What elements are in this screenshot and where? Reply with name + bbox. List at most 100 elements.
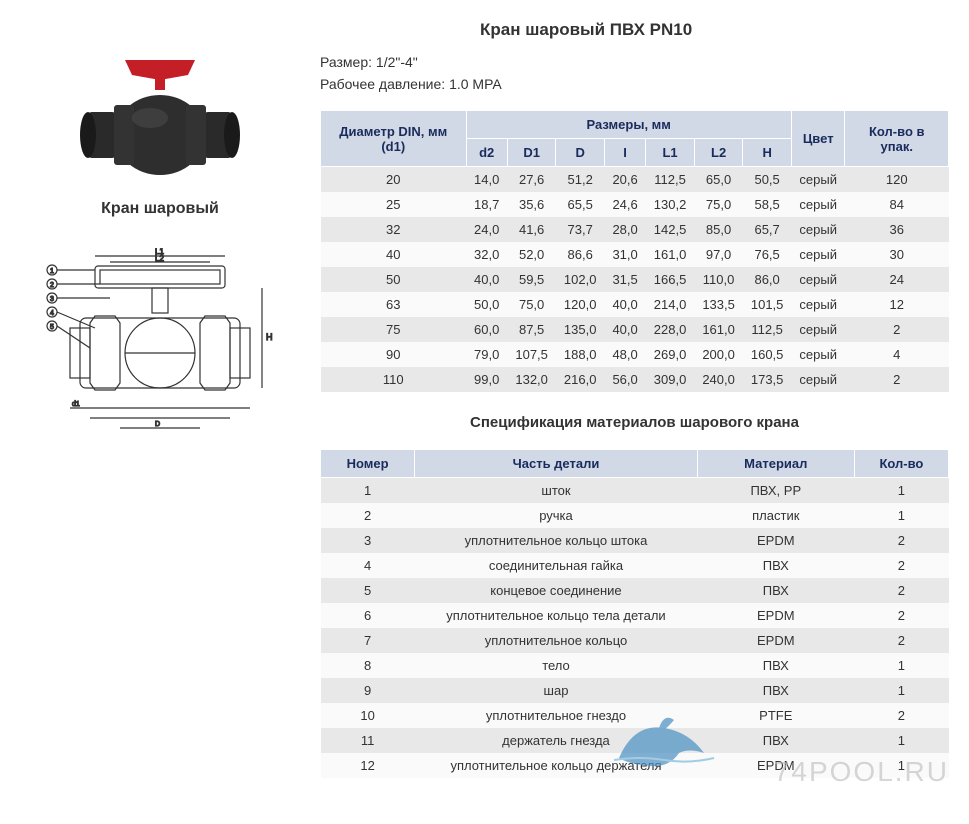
- product-image: [70, 40, 250, 190]
- th-sub: D1: [507, 139, 556, 167]
- cell: уплотнительное кольцо держателя: [415, 753, 698, 778]
- cell: 173,5: [743, 367, 792, 392]
- table-row: 2ручкапластик1: [321, 503, 949, 528]
- cell: ПВХ: [697, 678, 854, 703]
- cell: EPDM: [697, 603, 854, 628]
- cell: 10: [321, 703, 415, 728]
- cell: ручка: [415, 503, 698, 528]
- cell: 86,0: [743, 267, 792, 292]
- cell: 7: [321, 628, 415, 653]
- cell: 36: [845, 217, 949, 242]
- th-sub: d2: [466, 139, 507, 167]
- cell: шток: [415, 478, 698, 504]
- cell: 161,0: [646, 242, 695, 267]
- cell: 24: [845, 267, 949, 292]
- cell: 1: [854, 478, 948, 504]
- cell: 65,7: [743, 217, 792, 242]
- cell: 240,0: [694, 367, 743, 392]
- cell: 1: [854, 503, 948, 528]
- svg-text:1: 1: [50, 268, 54, 275]
- svg-text:3: 3: [50, 296, 54, 303]
- table-row: 10уплотнительное гнездоPTFE2: [321, 703, 949, 728]
- size-value: 1/2"-4": [376, 54, 418, 70]
- cell: 48,0: [604, 342, 645, 367]
- cell: серый: [791, 192, 845, 217]
- cell: 59,5: [507, 267, 556, 292]
- cell: 99,0: [466, 367, 507, 392]
- cell: EPDM: [697, 628, 854, 653]
- cell: 2: [854, 703, 948, 728]
- cell: 107,5: [507, 342, 556, 367]
- table-row: 1штокПВХ, РР1: [321, 478, 949, 504]
- cell: 228,0: [646, 317, 695, 342]
- cell: 65,5: [556, 192, 605, 217]
- size-spec: Размер: 1/2"-4": [320, 54, 949, 70]
- page-title: Кран шаровый ПВХ PN10: [480, 20, 949, 40]
- cell: 11: [321, 728, 415, 753]
- cell: 2: [854, 553, 948, 578]
- cell: 133,5: [694, 292, 743, 317]
- th-sub: H: [743, 139, 792, 167]
- cell: 6: [321, 603, 415, 628]
- th: Кол-во: [854, 450, 948, 478]
- cell: ПВХ: [697, 578, 854, 603]
- cell: 1: [854, 728, 948, 753]
- cell: 120: [845, 167, 949, 193]
- table-row: 3224,041,673,728,0142,585,065,7серый36: [321, 217, 949, 242]
- cell: 41,6: [507, 217, 556, 242]
- cell: 40: [321, 242, 467, 267]
- cell: ПВХ: [697, 653, 854, 678]
- cell: шар: [415, 678, 698, 703]
- cell: 75: [321, 317, 467, 342]
- cell: тело: [415, 653, 698, 678]
- cell: ПВХ: [697, 728, 854, 753]
- pressure-spec: Рабочее давление: 1.0 MPA: [320, 76, 949, 92]
- th-sub: L1: [646, 139, 695, 167]
- cell: 4: [845, 342, 949, 367]
- cell: 2: [845, 317, 949, 342]
- cell: 50: [321, 267, 467, 292]
- cell: 85,0: [694, 217, 743, 242]
- cell: концевое соединение: [415, 578, 698, 603]
- cell: 20: [321, 167, 467, 193]
- table-row: 12уплотнительное кольцо держателяEPDM1: [321, 753, 949, 778]
- cell: 60,0: [466, 317, 507, 342]
- cell: 130,2: [646, 192, 695, 217]
- svg-text:d1: d1: [72, 401, 80, 408]
- cell: уплотнительное гнездо: [415, 703, 698, 728]
- cell: 120,0: [556, 292, 605, 317]
- cell: 35,6: [507, 192, 556, 217]
- table-row: 11099,0132,0216,056,0309,0240,0173,5серы…: [321, 367, 949, 392]
- cell: 18,7: [466, 192, 507, 217]
- cell: 12: [321, 753, 415, 778]
- th: Номер: [321, 450, 415, 478]
- cell: 2: [854, 603, 948, 628]
- th-sub: L2: [694, 139, 743, 167]
- cell: 112,5: [743, 317, 792, 342]
- materials-table: НомерЧасть деталиМатериалКол-во 1штокПВХ…: [320, 449, 949, 778]
- th: Часть детали: [415, 450, 698, 478]
- cell: EPDM: [697, 528, 854, 553]
- table-row: 2518,735,665,524,6130,275,058,5серый84: [321, 192, 949, 217]
- cell: 12: [845, 292, 949, 317]
- cell: 2: [854, 528, 948, 553]
- th-color: Цвет: [791, 111, 845, 167]
- cell: 40,0: [604, 292, 645, 317]
- cell: 3: [321, 528, 415, 553]
- cell: ПВХ, РР: [697, 478, 854, 504]
- cell: 214,0: [646, 292, 695, 317]
- cell: 40,0: [604, 317, 645, 342]
- table-row: 11держатель гнездаПВХ1: [321, 728, 949, 753]
- cell: 9: [321, 678, 415, 703]
- cell: 84: [845, 192, 949, 217]
- cell: 32: [321, 217, 467, 242]
- table-row: 3уплотнительное кольцо штокаEPDM2: [321, 528, 949, 553]
- cell: серый: [791, 317, 845, 342]
- cell: 2: [321, 503, 415, 528]
- cell: 112,5: [646, 167, 695, 193]
- cell: держатель гнезда: [415, 728, 698, 753]
- technical-diagram: L1 L2 1 2 3 4 5: [40, 248, 280, 448]
- cell: 160,5: [743, 342, 792, 367]
- cell: 14,0: [466, 167, 507, 193]
- cell: 56,0: [604, 367, 645, 392]
